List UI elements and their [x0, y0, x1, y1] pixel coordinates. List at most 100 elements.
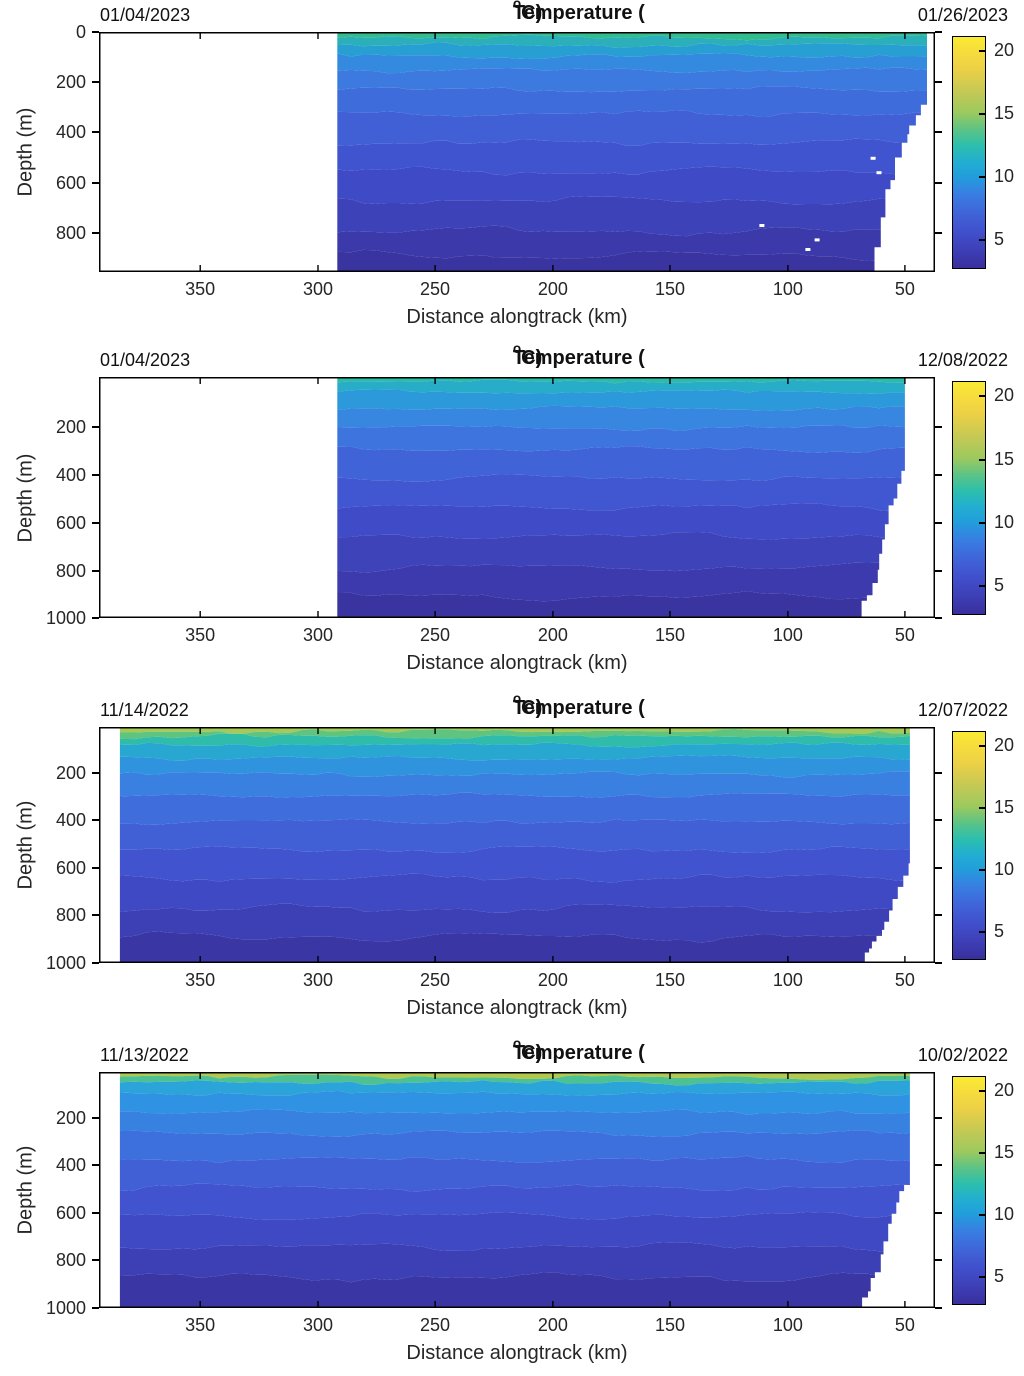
temperature-field [99, 1072, 935, 1308]
colorbar-tick-label: 15 [994, 797, 1015, 818]
x-tick-label: 300 [303, 279, 334, 299]
y-tick [92, 131, 99, 134]
contour-plot [99, 32, 935, 272]
y-tick [92, 772, 99, 775]
section-end-date: 12/07/2022 [917, 700, 1008, 720]
colorbar-tick-label: 10 [994, 1203, 1015, 1224]
x-tick-label: 50 [894, 625, 915, 645]
y-tick-label: 400 [55, 122, 86, 143]
y-tick [935, 1211, 942, 1214]
x-tick-label: 50 [894, 970, 915, 990]
x-tick-label: 250 [420, 279, 451, 299]
degree-superscript: o [512, 1035, 522, 1051]
contour-plot [99, 377, 935, 618]
x-tick-label: 50 [894, 1315, 915, 1335]
colorbar-tick [979, 807, 985, 810]
x-tick-label: 250 [420, 625, 451, 645]
x-tick-label: 300 [303, 1315, 334, 1335]
x-tick-label: 200 [537, 970, 568, 990]
y-tick [92, 962, 99, 964]
y-tick [935, 1117, 942, 1120]
x-axis-label: Distance alongtrack (km) [406, 1342, 628, 1364]
section-start-date: 11/13/2022 [100, 1045, 189, 1065]
temperature-field-bands [119, 1072, 910, 1308]
temperature-field-bands [337, 32, 927, 272]
y-tick [935, 866, 942, 869]
y-tick-label: 0 [75, 22, 86, 42]
x-tick-label: 300 [303, 970, 334, 990]
colorbar-tick [979, 868, 985, 871]
panel-title: Temperature (o C) [99, 0, 935, 26]
colorbar-tick-label: 5 [994, 229, 1005, 250]
colorbar-tick-label: 10 [994, 166, 1015, 187]
x-tick-label: 250 [420, 970, 451, 990]
x-tick-label: 50 [894, 279, 915, 299]
y-tick [92, 1117, 99, 1120]
colorbar-tick [979, 239, 985, 242]
y-tick-label: 600 [55, 172, 86, 193]
y-tick-label: 200 [55, 763, 86, 784]
temperature-field-bands [119, 727, 910, 963]
y-tick [92, 232, 99, 235]
colorbar-tick-label: 15 [994, 1142, 1015, 1163]
y-tick [92, 617, 99, 619]
section-start-date: 01/04/2023 [100, 350, 191, 370]
colorbar-tick [979, 1275, 985, 1278]
temperature-field [99, 727, 935, 963]
y-tick [935, 1259, 942, 1262]
y-tick [92, 1307, 99, 1309]
colorbar-tick [979, 1213, 985, 1216]
y-tick-label: 400 [55, 810, 86, 831]
colorbar-tick-label: 5 [994, 575, 1005, 596]
y-tick [92, 1211, 99, 1214]
colorbar-tick-label: 10 [994, 511, 1015, 532]
x-tick-label: 250 [420, 1315, 451, 1335]
x-tick-label: 150 [654, 1315, 685, 1335]
temperature-field-bands [337, 377, 905, 618]
y-tick [935, 522, 942, 525]
colorbar-tick [979, 930, 985, 933]
colorbar [952, 381, 986, 615]
colorbar-tick [979, 521, 985, 524]
section-end-date: 12/08/2022 [917, 350, 1008, 370]
contour-plot [99, 1072, 935, 1308]
colorbar-tick-label: 15 [994, 448, 1015, 469]
section-start-date: 11/14/2022 [100, 700, 189, 720]
y-tick [935, 425, 942, 428]
y-tick-label: 1000 [45, 953, 86, 973]
panel-title: Temperature (o C) [512, 690, 645, 719]
x-axis-label: Distance alongtrack (km) [406, 306, 628, 328]
y-tick-label: 400 [55, 465, 86, 486]
y-tick-label: 1000 [45, 1298, 86, 1318]
y-tick-label: 600 [55, 513, 86, 534]
colorbar-tick [979, 176, 985, 179]
y-tick-label: 800 [55, 905, 86, 926]
y-tick [935, 772, 942, 775]
y-tick [935, 1164, 942, 1167]
x-tick-label: 300 [303, 625, 334, 645]
x-tick-label: 100 [772, 1315, 803, 1335]
y-tick [935, 570, 942, 572]
x-tick-label: 350 [185, 970, 216, 990]
x-axis-label: Distance alongtrack (km) [406, 997, 628, 1019]
panel-title: Temperature (o C) [512, 1035, 645, 1064]
y-tick [92, 80, 99, 83]
colorbar-tick-label: 20 [994, 1079, 1015, 1100]
y-tick [935, 131, 942, 134]
contour-plot [99, 727, 935, 963]
x-tick-label: 200 [537, 625, 568, 645]
colorbar-tick [979, 49, 985, 52]
y-tick [92, 570, 99, 572]
y-tick-label: 600 [55, 1202, 86, 1223]
colorbar [952, 1076, 986, 1305]
x-tick-label: 150 [654, 625, 685, 645]
degree-superscript: o [512, 0, 522, 11]
temperature-field [99, 32, 935, 272]
y-tick-label: 200 [55, 416, 86, 437]
colorbar-tick-label: 5 [994, 920, 1005, 941]
colorbar-tick [979, 1152, 985, 1155]
y-tick [92, 866, 99, 869]
